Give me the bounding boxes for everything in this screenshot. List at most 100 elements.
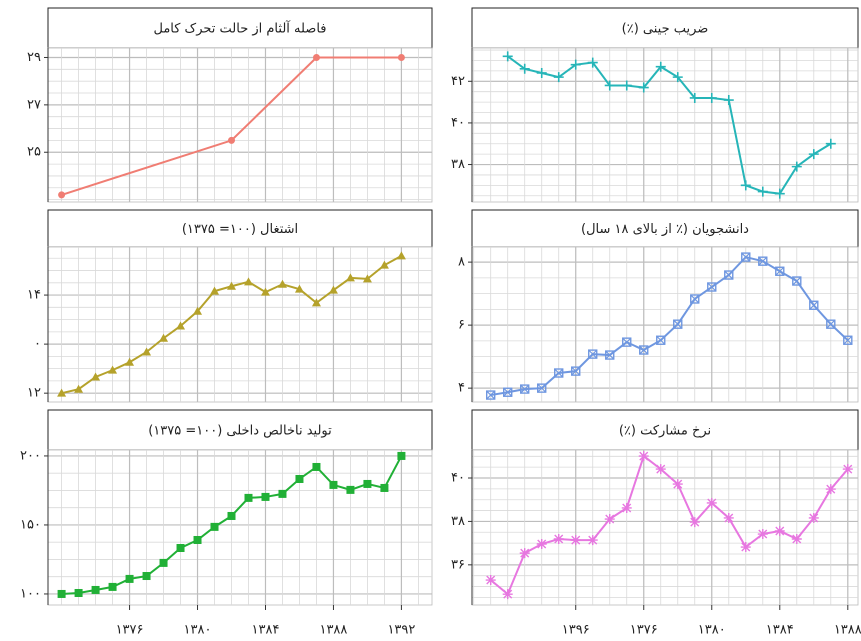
marker: [570, 535, 581, 546]
marker: [553, 72, 564, 83]
marker-shape: [673, 319, 683, 329]
marker-shape: [724, 270, 734, 280]
marker-shape: [843, 335, 853, 345]
marker-shape: [741, 252, 751, 262]
series-line: [61, 56, 402, 196]
marker: [397, 53, 405, 61]
panel: [471, 246, 859, 403]
x-tick-label: ۱۳۸۸: [834, 623, 861, 638]
marker-shape: [553, 534, 564, 545]
marker-shape: [775, 266, 785, 276]
marker: [553, 534, 564, 545]
marker: [605, 350, 615, 360]
marker: [792, 276, 802, 286]
marker-shape: [312, 53, 320, 61]
marker: [176, 321, 186, 330]
marker-shape: [826, 319, 836, 329]
marker: [809, 300, 819, 310]
marker: [74, 384, 84, 393]
marker: [672, 72, 683, 83]
marker-shape: [519, 548, 530, 559]
marker-shape: [639, 345, 649, 355]
marker-shape: [724, 270, 734, 280]
marker-shape: [91, 585, 100, 594]
marker-shape: [278, 489, 287, 498]
facet-title: تولید ناخالص داخلی (۱۰۰= ۱۳۷۵): [148, 424, 332, 439]
marker-shape: [808, 149, 819, 160]
marker-shape: [825, 138, 836, 149]
y-tick-label: ۶: [458, 318, 465, 333]
y-tick-label: ۱۲: [27, 386, 41, 401]
marker-shape: [826, 319, 836, 329]
marker-shape: [774, 525, 785, 536]
marker: [791, 161, 802, 172]
y-tick-label: ۱۰۰: [20, 586, 41, 601]
marker: [363, 479, 372, 488]
panel: [47, 449, 433, 606]
marker: [362, 274, 372, 283]
marker-shape: [757, 529, 768, 540]
marker: [312, 462, 321, 471]
marker-shape: [193, 306, 203, 315]
facet-title: ضریب جینی (٪): [622, 22, 709, 37]
strip: [47, 209, 433, 248]
marker-shape: [57, 589, 66, 598]
marker: [329, 480, 338, 489]
marker: [277, 279, 287, 288]
marker: [757, 529, 768, 540]
marker: [588, 349, 598, 359]
strip: [471, 409, 859, 451]
marker-shape: [380, 483, 389, 492]
marker: [193, 306, 203, 315]
y-tick-label: ۲۰۰: [20, 448, 41, 463]
marker-shape: [809, 300, 819, 310]
x-tick-label: ۱۳۸۴: [252, 623, 280, 638]
marker: [57, 388, 67, 397]
marker-shape: [672, 479, 683, 490]
marker: [706, 92, 717, 103]
marker-shape: [587, 535, 598, 546]
marker-shape: [58, 191, 66, 199]
marker: [243, 277, 253, 286]
marker: [673, 319, 683, 329]
marker-shape: [486, 390, 496, 400]
marker-shape: [125, 574, 134, 583]
marker-shape: [503, 387, 513, 397]
marker: [486, 390, 496, 400]
marker-shape: [485, 575, 496, 586]
y-tick-label: ۳۸: [451, 514, 465, 529]
marker: [655, 464, 666, 475]
marker: [639, 345, 649, 355]
marker-shape: [775, 266, 785, 276]
marker-shape: [672, 72, 683, 83]
marker-shape: [108, 365, 118, 374]
marker-shape: [74, 588, 83, 597]
y-tick-label: ۱۴: [27, 288, 41, 303]
marker: [485, 575, 496, 586]
panel: [47, 47, 433, 203]
marker: [294, 284, 304, 293]
marker-shape: [758, 256, 768, 266]
marker-shape: [792, 276, 802, 286]
marker: [278, 489, 287, 498]
marker-shape: [91, 372, 101, 381]
marker-shape: [159, 333, 169, 342]
panel: [47, 246, 433, 403]
marker-shape: [74, 384, 84, 393]
marker-shape: [570, 59, 581, 70]
y-tick-label: ۳۶: [451, 557, 465, 572]
marker-shape: [587, 57, 598, 68]
marker: [159, 333, 169, 342]
panel: [471, 449, 859, 606]
marker-shape: [159, 558, 168, 567]
x-tick-label: ۱۳۸۰: [184, 623, 212, 638]
marker-shape: [809, 300, 819, 310]
marker-shape: [622, 337, 632, 347]
marker-shape: [571, 366, 581, 376]
marker: [655, 61, 666, 72]
x-tick-label: ۱۳۷۶: [116, 623, 144, 638]
marker-shape: [536, 67, 547, 78]
marker-shape: [808, 512, 819, 523]
marker-shape: [690, 294, 700, 304]
marker: [587, 535, 598, 546]
